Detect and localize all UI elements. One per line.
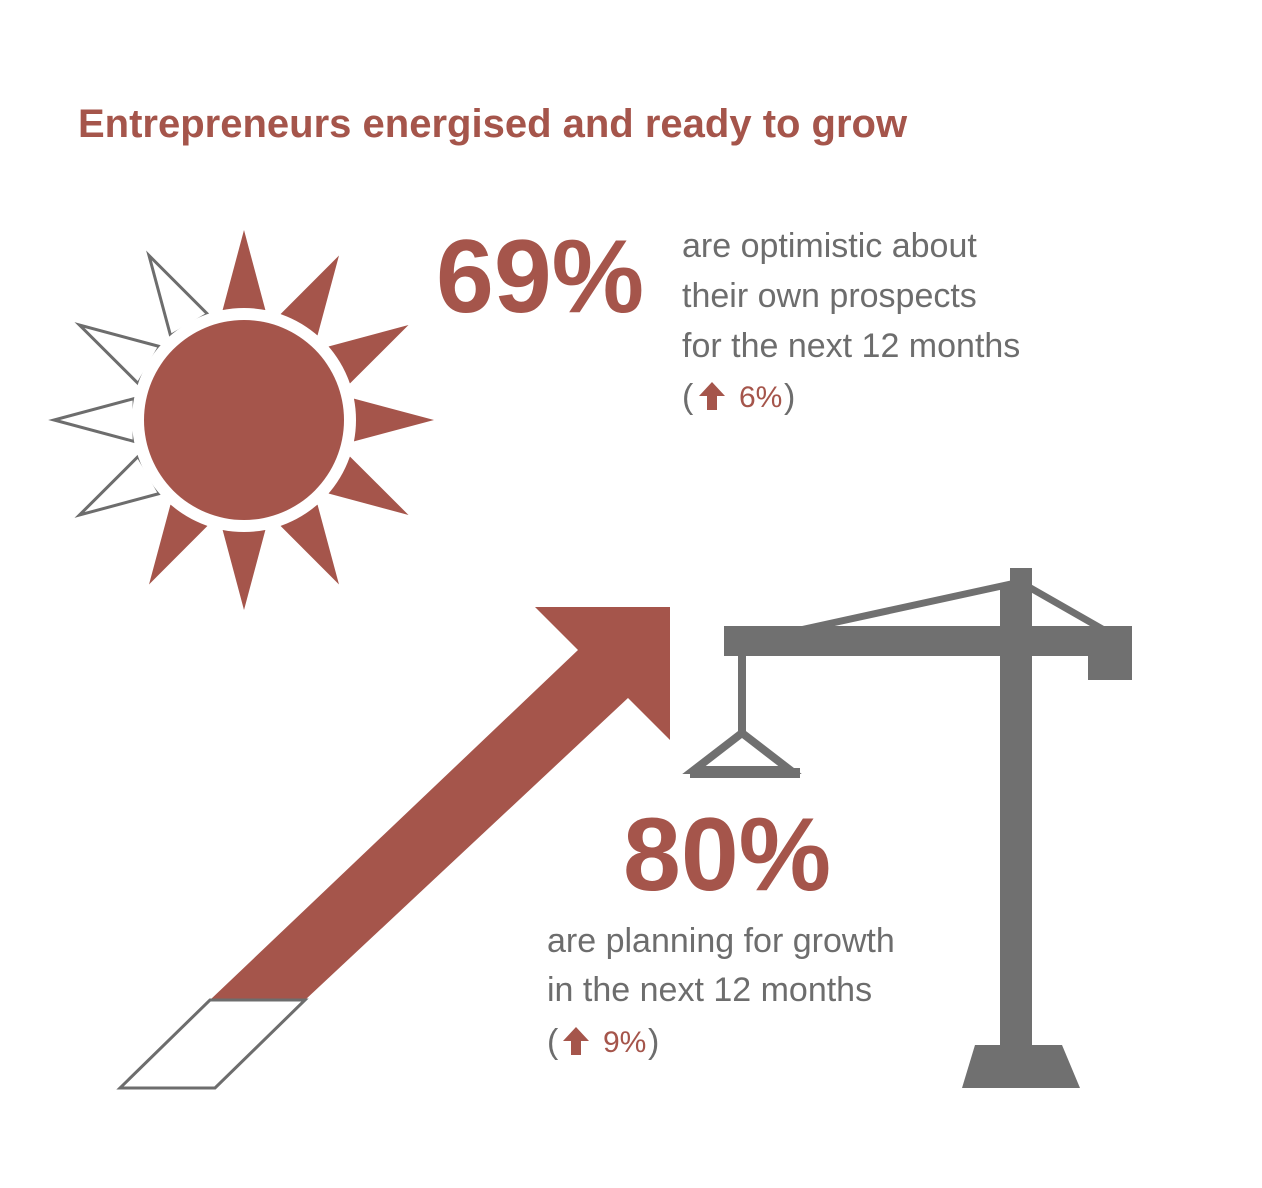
sun-ray — [328, 325, 409, 384]
stat-line: are planning for growth — [547, 922, 895, 960]
crane-icon — [682, 568, 1132, 1088]
sun-ray — [149, 504, 208, 585]
sun-ray — [280, 255, 339, 336]
sun-icon — [48, 230, 434, 610]
stat-line: their own prospects — [682, 277, 977, 315]
title: Entrepreneurs energised and ready to gro… — [78, 102, 908, 146]
sun-ray — [48, 396, 136, 444]
stat-value: 69% — [436, 219, 644, 335]
up-arrow-icon — [699, 382, 725, 410]
stat-value: 80% — [623, 797, 831, 913]
paren: ) — [784, 378, 795, 416]
arrow-filled — [210, 607, 670, 1000]
paren: ) — [648, 1023, 659, 1061]
sun-ray — [222, 529, 266, 610]
sun-ray — [280, 504, 339, 585]
stat-line: are optimistic about — [682, 227, 977, 265]
sun-ray — [353, 398, 434, 442]
up-arrow-icon — [563, 1027, 589, 1055]
sun-ray — [328, 456, 409, 515]
paren: ( — [682, 378, 694, 416]
arrow-outline — [116, 998, 309, 1090]
stat-line: for the next 12 months — [682, 327, 1020, 365]
stat-line: in the next 12 months — [547, 971, 872, 1009]
change: 9% — [603, 1026, 646, 1059]
sun-disk — [144, 320, 344, 520]
growth-arrow — [116, 607, 670, 1090]
sun-ray — [222, 230, 266, 311]
paren: ( — [547, 1023, 559, 1061]
change: 6% — [739, 381, 782, 414]
